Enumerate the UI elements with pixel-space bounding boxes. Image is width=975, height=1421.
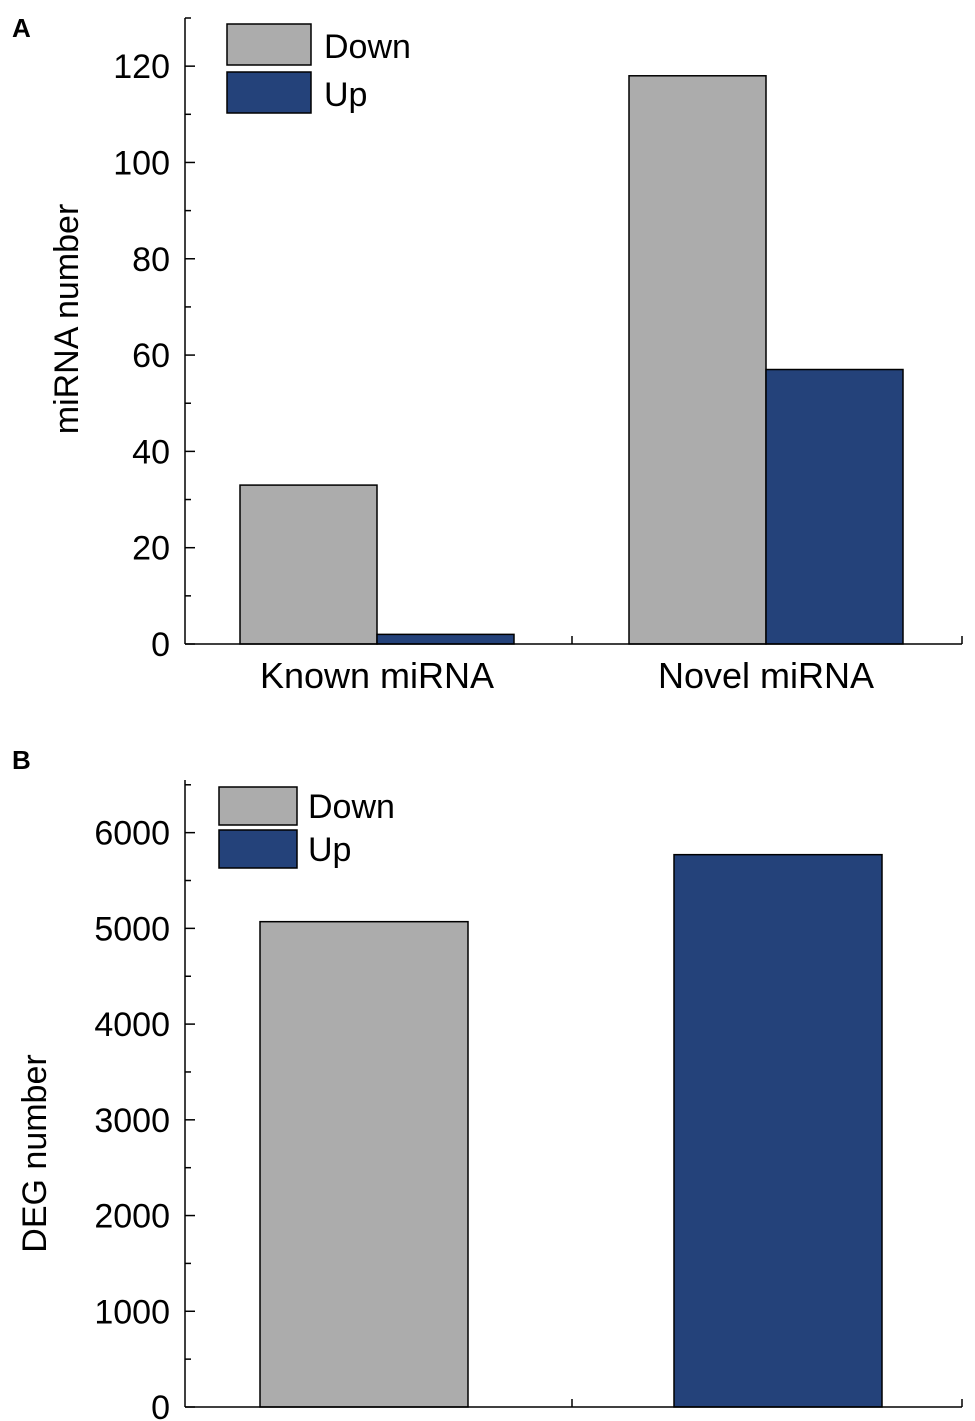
bar-A-known-mirna-up bbox=[376, 633, 515, 645]
bar-A-known-mirna-down bbox=[239, 484, 378, 645]
bar-A-novel-mirna-up bbox=[765, 368, 904, 645]
bar-B-total-down bbox=[259, 920, 469, 1408]
bar-B-total-up bbox=[673, 853, 883, 1408]
category-label-A-1: Novel miRNA bbox=[658, 655, 874, 696]
legend-label-A-down: Down bbox=[324, 28, 411, 66]
y-tick-label-B-2000: 2000 bbox=[94, 1198, 170, 1236]
legend-label-B-up: Up bbox=[308, 831, 351, 869]
y-tick-label-A-100: 100 bbox=[113, 144, 170, 182]
y-tick-label-A-80: 80 bbox=[132, 241, 170, 279]
y-tick-label-B-4000: 4000 bbox=[94, 1006, 170, 1044]
legend-swatch-A-down bbox=[226, 23, 312, 66]
y-tick-label-B-3000: 3000 bbox=[94, 1102, 170, 1140]
y-tick-label-A-60: 60 bbox=[132, 337, 170, 375]
panel-label-A: A bbox=[12, 13, 31, 43]
y-tick-label-B-0: 0 bbox=[151, 1389, 170, 1421]
legend-swatch-B-up bbox=[218, 829, 298, 869]
y-tick-label-A-40: 40 bbox=[132, 433, 170, 471]
legend-swatch-A-up bbox=[226, 71, 312, 114]
y-tick-label-A-20: 20 bbox=[132, 530, 170, 568]
y-axis-title-B: DEG number bbox=[16, 1054, 54, 1252]
category-label-A-0: Known miRNA bbox=[260, 655, 494, 696]
bar-A-novel-mirna-down bbox=[628, 75, 767, 645]
y-tick-label-A-0: 0 bbox=[151, 626, 170, 664]
y-axis-title-A: miRNA number bbox=[48, 204, 86, 435]
y-tick-label-B-1000: 1000 bbox=[94, 1293, 170, 1331]
legend-swatch-B-down bbox=[218, 786, 298, 826]
panel-label-B: B bbox=[12, 745, 31, 775]
y-tick-label-B-6000: 6000 bbox=[94, 815, 170, 853]
y-tick-label-A-120: 120 bbox=[113, 48, 170, 86]
legend-label-B-down: Down bbox=[308, 788, 395, 826]
y-tick-label-B-5000: 5000 bbox=[94, 910, 170, 948]
legend-label-A-up: Up bbox=[324, 76, 367, 114]
